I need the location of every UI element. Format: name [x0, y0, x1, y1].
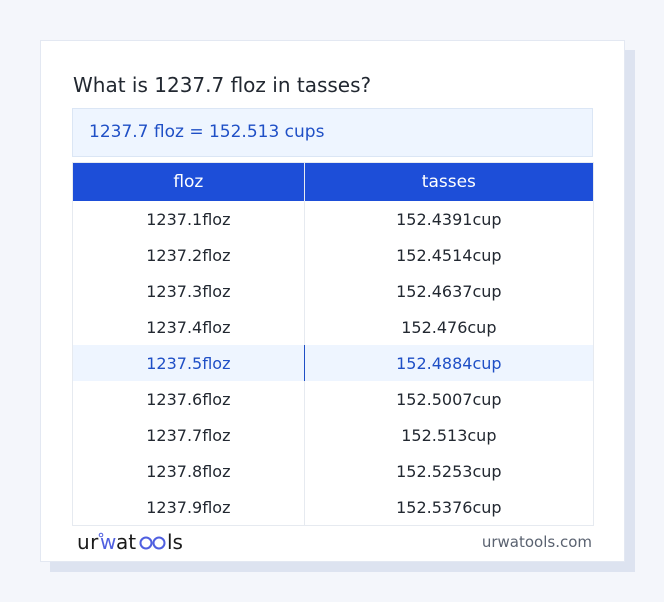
svg-text:at: at: [116, 530, 136, 554]
page-title: What is 1237.7 floz in tasses?: [73, 73, 372, 97]
svg-text:ur: ur: [77, 530, 99, 554]
converter-card: What is 1237.7 floz in tasses? 1237.7 fl…: [40, 40, 625, 562]
tasses-cell: 152.5007cup: [304, 381, 595, 417]
table-header: floz tasses: [72, 162, 595, 201]
floz-cell: 1237.5floz: [72, 345, 305, 381]
urwatools-logo: ur w at ls: [77, 530, 183, 554]
floz-cell: 1237.6floz: [72, 381, 305, 417]
table-row: 1237.6floz 152.5007cup: [72, 381, 595, 417]
conversion-table: floz tasses 1237.1floz 152.4391cup 1237.2f…: [72, 162, 595, 526]
table-row: 1237.2floz 152.4514cup: [72, 237, 595, 273]
tasses-cell: 152.5376cup: [304, 489, 595, 526]
tasses-cell: 152.4391cup: [304, 201, 595, 237]
floz-cell: 1237.4floz: [72, 309, 305, 345]
column-header-floz: floz: [72, 162, 305, 201]
floz-cell: 1237.9floz: [72, 489, 305, 526]
table-row: 1237.1floz 152.4391cup: [72, 201, 595, 237]
tasses-cell: 152.4514cup: [304, 237, 595, 273]
floz-cell: 1237.7floz: [72, 417, 305, 453]
floz-cell: 1237.8floz: [72, 453, 305, 489]
floz-cell: 1237.2floz: [72, 237, 305, 273]
table-row: 1237.3floz 152.4637cup: [72, 273, 595, 309]
tasses-cell: 152.476cup: [304, 309, 595, 345]
site-url[interactable]: urwatools.com: [481, 533, 592, 551]
tasses-cell: 152.5253cup: [304, 453, 595, 489]
table-row: 1237.7floz 152.513cup: [72, 417, 595, 453]
floz-cell: 1237.3floz: [72, 273, 305, 309]
svg-text:w: w: [100, 530, 116, 554]
table-row: 1237.5floz 152.4884cup: [72, 345, 595, 381]
column-header-tasses: tasses: [304, 162, 595, 201]
result-box: 1237.7 floz = 152.513 cups: [72, 108, 593, 157]
table-row: 1237.9floz 152.5376cup: [72, 489, 595, 526]
tasses-cell: 152.513cup: [304, 417, 595, 453]
tasses-cell: 152.4637cup: [304, 273, 595, 309]
floz-cell: 1237.1floz: [72, 201, 305, 237]
svg-text:ls: ls: [167, 530, 183, 554]
table-row: 1237.8floz 152.5253cup: [72, 453, 595, 489]
tasses-cell: 152.4884cup: [304, 345, 595, 381]
table-row: 1237.4floz 152.476cup: [72, 309, 595, 345]
